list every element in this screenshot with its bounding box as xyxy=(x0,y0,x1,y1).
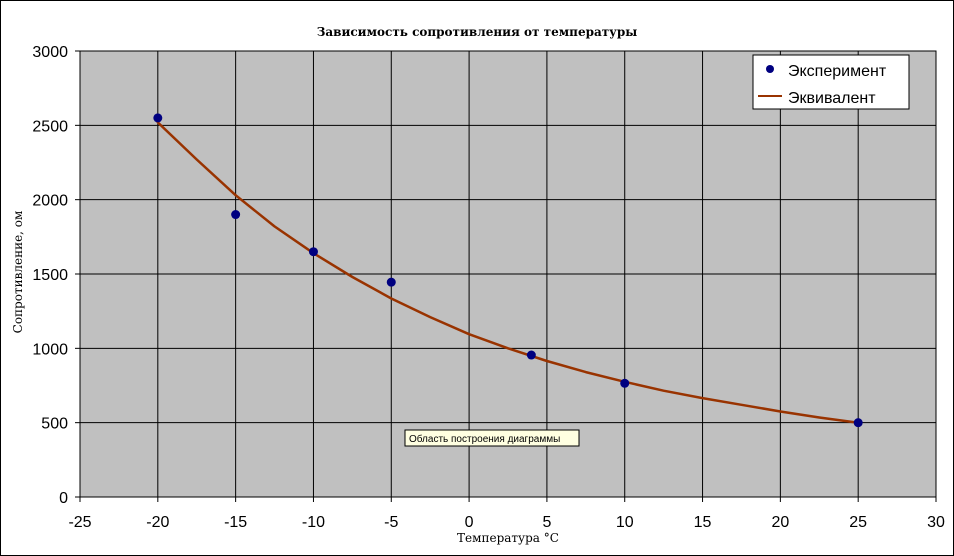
x-tick-label: -15 xyxy=(224,514,247,531)
y-axis-ticks: 0 500 1000 1500 2000 2500 3000 xyxy=(32,44,80,507)
series-layer xyxy=(153,113,863,428)
y-tick-label: 500 xyxy=(41,416,68,433)
x-tick-label: 0 xyxy=(465,514,474,531)
data-point-experiment[interactable] xyxy=(386,277,396,287)
series-line-equivalent[interactable] xyxy=(156,121,860,424)
legend-marker-icon xyxy=(766,65,774,73)
x-tick-label: 25 xyxy=(849,514,867,531)
legend-label-equivalent: Эквивалент xyxy=(788,90,876,107)
x-tick-label: 10 xyxy=(616,514,634,531)
legend-label-experiment: Эксперимент xyxy=(788,63,887,80)
x-tick-label: -25 xyxy=(68,514,91,531)
y-tick-label: 0 xyxy=(59,490,68,507)
x-axis-ticks: -25 -20 -15 -10 -5 0 5 10 15 20 25 30 xyxy=(68,497,945,531)
x-tick-label: 20 xyxy=(771,514,789,531)
tooltip-box xyxy=(404,429,580,447)
y-tick-label: 2000 xyxy=(32,193,68,210)
grid-lines xyxy=(79,50,937,498)
x-tick-label: -5 xyxy=(384,514,398,531)
tooltip-text: Область построения диаграммы xyxy=(409,433,560,445)
chart-title: Зависимость сопротивления от температуры xyxy=(317,25,638,39)
data-point-experiment[interactable] xyxy=(153,113,163,123)
y-tick-label: 1500 xyxy=(32,267,68,284)
x-tick-label: 15 xyxy=(694,514,712,531)
y-tick-label: 3000 xyxy=(32,44,68,61)
y-axis-label: Сопротивление, ом xyxy=(11,211,25,334)
data-point-experiment[interactable] xyxy=(231,210,241,220)
data-point-experiment[interactable] xyxy=(526,350,536,360)
plot-area-tooltip: Область построения диаграммы xyxy=(404,429,580,447)
x-axis-label: Температура °С xyxy=(457,531,559,545)
data-point-experiment[interactable] xyxy=(853,418,863,428)
x-tick-label: 30 xyxy=(927,514,945,531)
x-tick-label: -20 xyxy=(146,514,169,531)
data-point-experiment[interactable] xyxy=(308,247,318,257)
data-point-experiment[interactable] xyxy=(620,378,630,388)
x-tick-label: 5 xyxy=(542,514,551,531)
legend[interactable]: Эксперимент Эквивалент xyxy=(752,54,910,110)
legend-box xyxy=(752,54,910,110)
y-tick-label: 1000 xyxy=(32,341,68,358)
x-tick-label: -10 xyxy=(302,514,325,531)
y-tick-label: 2500 xyxy=(32,118,68,135)
